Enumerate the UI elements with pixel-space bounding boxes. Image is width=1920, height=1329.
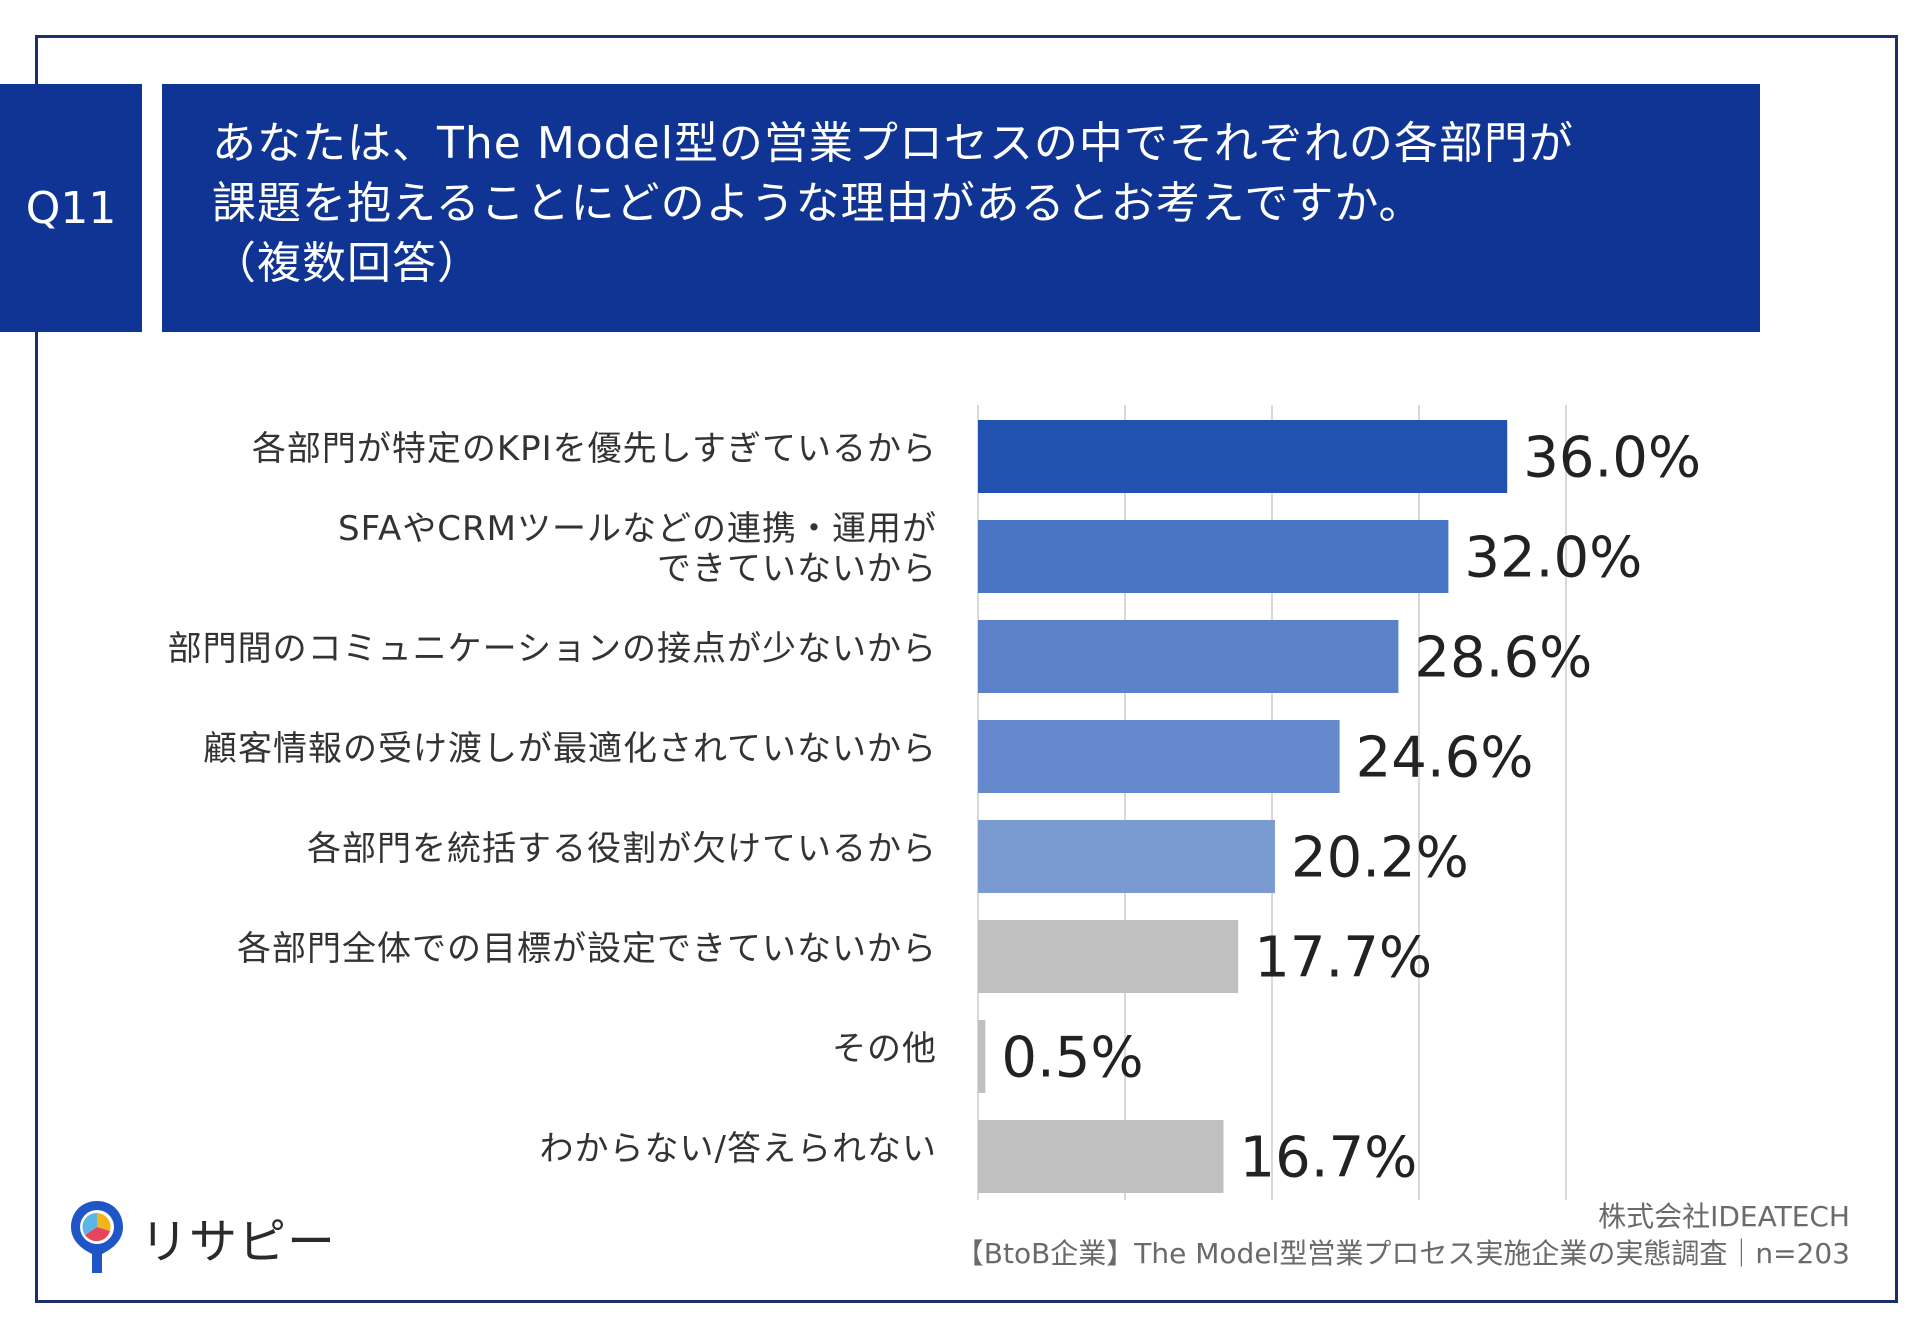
category-label: わからない/答えられない [37,1129,937,1169]
category-label: その他 [37,1029,937,1069]
category-label-line: SFAやCRMツールなどの連携・運用が [338,508,937,549]
question-line: あなたは、The Model型の営業プロセスの中でそれぞれの各部門が [212,118,1574,169]
data-label: 28.6% [1414,626,1592,691]
category-label-line: 各部門を統括する役割が欠けているから [307,828,937,869]
data-label: 32.0% [1464,526,1642,591]
category-label-line: 部門間のコミュニケーションの接点が少ないから [167,628,937,669]
logo: リサピー [68,1198,336,1276]
question-box: あなたは、The Model型の営業プロセスの中でそれぞれの各部門が 課題を抱え… [162,84,1760,332]
bar [978,420,1508,493]
category-label: 各部門が特定のKPIを優先しすぎているから [37,429,937,469]
data-label: 17.7% [1254,926,1432,991]
question-number-badge: Q11 [0,84,142,332]
data-label: 20.2% [1291,826,1469,891]
footer-survey: 【BtoB企業】The Model型営業プロセス実施企業の実態調査｜n=203 [955,1237,1850,1270]
bar [978,920,1239,993]
bar [978,720,1340,793]
logo-text: リサピー [140,1214,337,1270]
category-label: 部門間のコミュニケーションの接点が少ないから [37,629,937,669]
pin-logo-icon [71,1201,123,1273]
category-label: 各部門全体での目標が設定できていないから [37,929,937,969]
category-label-line: わからない/答えられない [539,1128,937,1169]
category-label-line: 顧客情報の受け渡しが最適化されていないから [203,728,937,769]
bar [978,520,1449,593]
category-label-line: できていないから [657,548,937,589]
category-label-line: 各部門全体での目標が設定できていないから [237,928,937,969]
category-label: SFAやCRMツールなどの連携・運用が できていないから [37,509,937,589]
data-label: 16.7% [1239,1126,1417,1191]
bar [978,1120,1224,1193]
bar [978,1020,986,1093]
data-label: 0.5% [1001,1026,1143,1091]
category-label-line: その他 [832,1028,937,1069]
data-label: 24.6% [1356,726,1534,791]
bar [978,820,1275,893]
bar [978,620,1399,693]
footer-company: 株式会社IDEATECH [1598,1200,1850,1233]
question-line: 課題を抱えることにどのような理由があるとお考えですか。 [212,178,1424,229]
data-label: 36.0% [1523,426,1701,491]
frame-border [35,35,1898,1303]
category-label-line: 各部門が特定のKPIを優先しすぎているから [251,428,937,469]
category-label: 各部門を統括する役割が欠けているから [37,829,937,869]
category-label: 顧客情報の受け渡しが最適化されていないから [37,729,937,769]
question-line: （複数回答） [212,238,482,289]
question-number: Q11 [25,182,117,234]
